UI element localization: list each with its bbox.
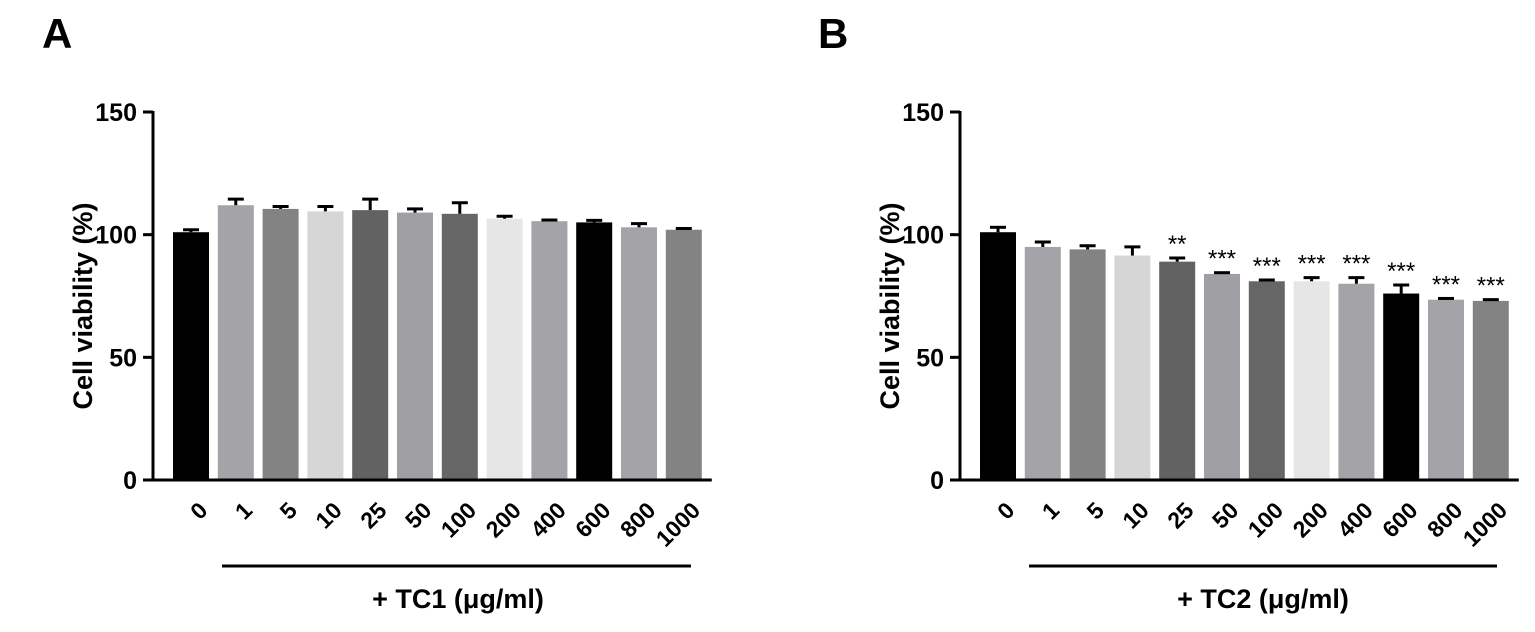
significance-50: *** — [1208, 246, 1236, 273]
significance-800: *** — [1432, 271, 1460, 298]
x-tick-label-200: 200 — [480, 497, 526, 543]
bar-1 — [1024, 246, 1061, 480]
bar-1 — [217, 205, 254, 480]
bar-10 — [1114, 255, 1151, 480]
bar-1000 — [665, 229, 702, 480]
bar-50 — [1204, 273, 1240, 480]
x-tick-label-600: 600 — [570, 497, 616, 543]
x-tick-label-100: 100 — [436, 497, 482, 543]
x-tick-label-100: 100 — [1243, 497, 1289, 543]
bar-100 — [441, 213, 478, 480]
x-tick-label-1: 1 — [230, 497, 258, 525]
bar-5 — [262, 208, 299, 480]
y-tick-label-0: 0 — [123, 467, 137, 495]
bar-10 — [307, 211, 344, 481]
significance-25: ** — [1168, 231, 1187, 258]
bar-5 — [1069, 249, 1106, 480]
bar-200 — [1293, 281, 1330, 480]
bar-400 — [531, 221, 568, 480]
bar-400 — [1338, 283, 1375, 480]
x-tick-label-0: 0 — [992, 497, 1019, 524]
x-tick-label-1: 1 — [1037, 497, 1065, 525]
y-tick-label-100: 100 — [902, 222, 944, 250]
bar-50 — [397, 212, 433, 480]
bar-100 — [1248, 281, 1285, 480]
x-tick-label-25: 25 — [1162, 497, 1199, 534]
y-tick-label-100: 100 — [95, 222, 137, 250]
bar-600 — [1383, 293, 1420, 480]
y-axis-label: Cell viability (%) — [68, 202, 98, 409]
y-tick-label-150: 150 — [95, 99, 137, 127]
bar-0 — [980, 232, 1016, 480]
y-tick-label-50: 50 — [916, 344, 944, 372]
y-axis-label: Cell viability (%) — [875, 202, 905, 409]
x-tick-label-600: 600 — [1377, 497, 1423, 543]
significance-600: *** — [1387, 258, 1415, 285]
bar-800 — [621, 227, 657, 480]
x-tick-label-0: 0 — [185, 497, 212, 524]
x-tick-label-50: 50 — [400, 497, 436, 533]
y-tick-label-0: 0 — [930, 467, 944, 495]
panel-label: B — [818, 10, 848, 57]
significance-100: *** — [1253, 253, 1281, 280]
bar-200 — [486, 218, 523, 480]
x-tick-label-50: 50 — [1207, 497, 1243, 533]
bar-600 — [576, 222, 613, 480]
x-tick-label-10: 10 — [310, 497, 346, 533]
x-axis-label: + TC2 (μg/ml) — [1177, 584, 1349, 614]
panel-label: A — [42, 10, 72, 57]
y-tick-label-150: 150 — [902, 99, 944, 127]
x-tick-label-5: 5 — [275, 497, 303, 525]
bar-800 — [1428, 299, 1464, 480]
x-tick-label-10: 10 — [1117, 497, 1153, 533]
x-tick-label-1000: 1000 — [651, 497, 706, 552]
x-tick-label-400: 400 — [1332, 497, 1378, 543]
significance-1000: *** — [1477, 273, 1505, 300]
x-tick-label-200: 200 — [1287, 497, 1333, 543]
y-tick-label-50: 50 — [109, 344, 137, 372]
bar-0 — [173, 232, 209, 480]
x-tick-label-1000: 1000 — [1458, 497, 1513, 552]
significance-200: *** — [1298, 251, 1326, 278]
bar-25 — [1159, 261, 1196, 480]
bar-1000 — [1472, 300, 1509, 480]
x-axis-label: + TC1 (μg/ml) — [372, 584, 544, 614]
significance-400: *** — [1342, 251, 1370, 278]
bar-25 — [352, 210, 389, 480]
x-tick-label-400: 400 — [525, 497, 571, 543]
x-tick-label-5: 5 — [1082, 497, 1110, 525]
x-tick-label-25: 25 — [355, 497, 392, 534]
